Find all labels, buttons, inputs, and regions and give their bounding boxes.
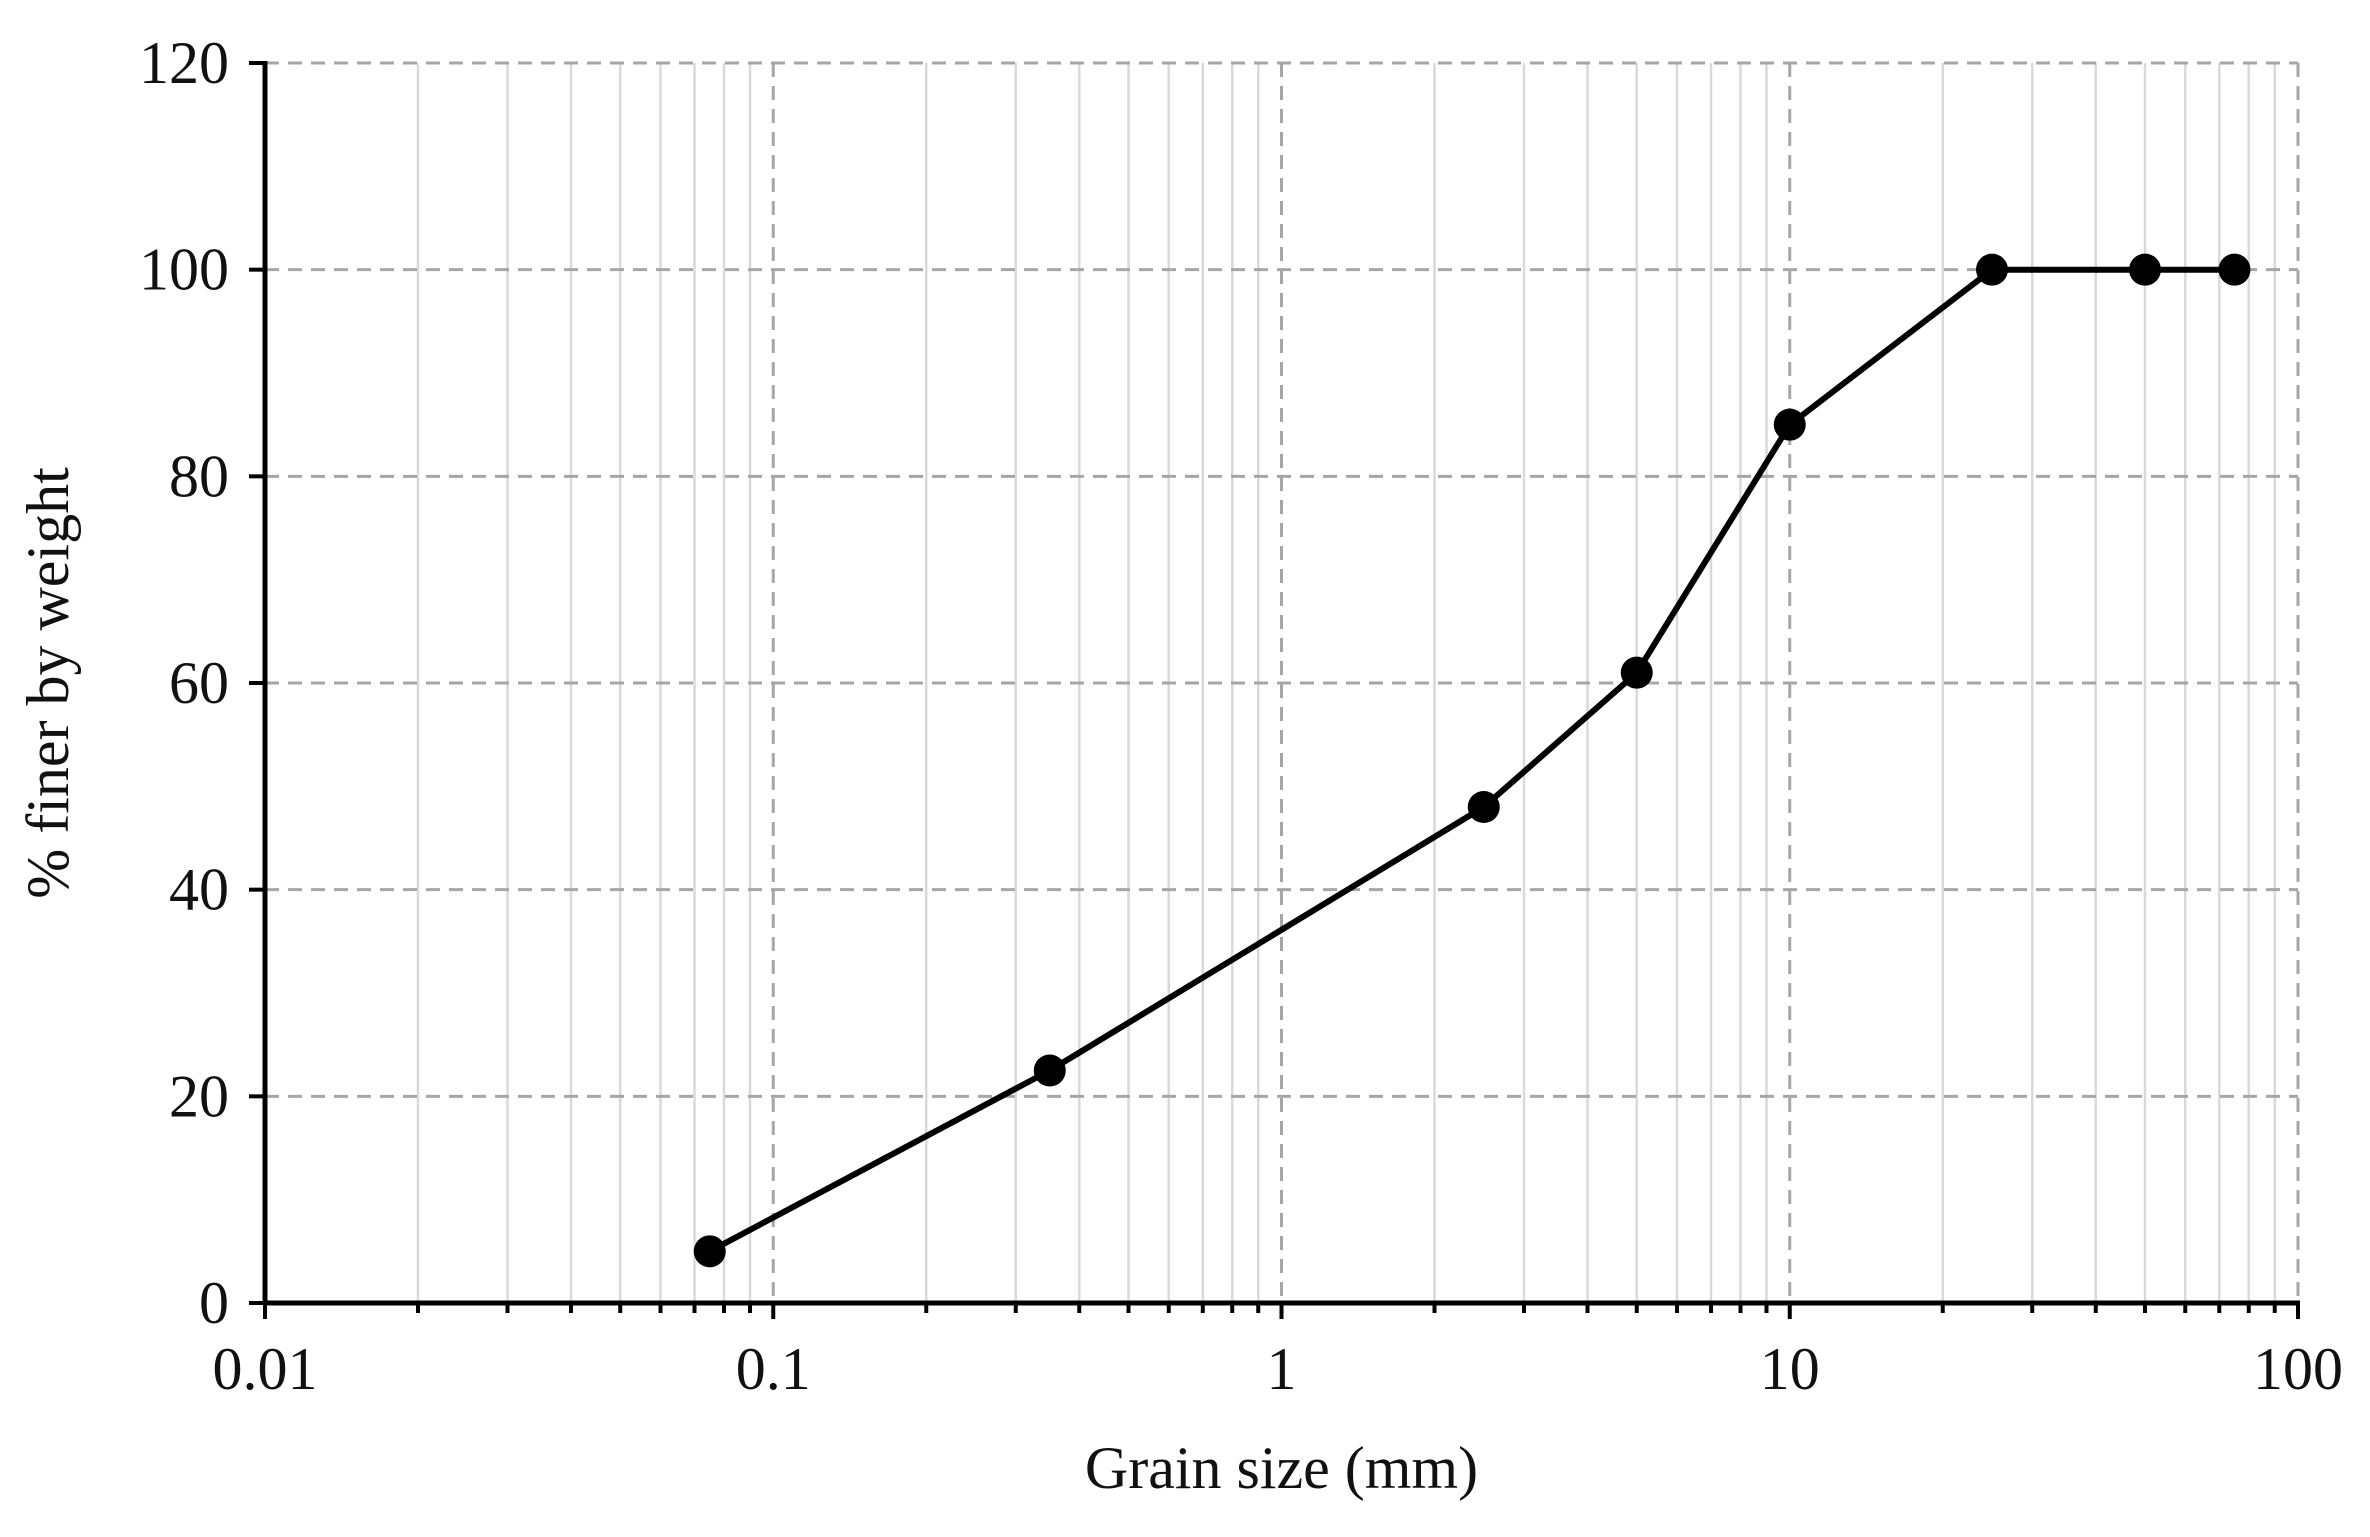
major-gridlines: [265, 61, 2300, 1303]
labels-layer: 0.01 0.1 1 10 100 0 20 40 60 80 100 120: [139, 30, 2343, 1402]
x-tick-label: 1: [1267, 1336, 1297, 1402]
y-tick-label: 80: [169, 443, 229, 509]
data-point: [1773, 408, 1806, 441]
x-tick-label: 10: [1760, 1336, 1820, 1402]
y-tick-label: 120: [139, 30, 229, 96]
x-tick-label: 0.1: [736, 1336, 811, 1402]
data-point: [693, 1235, 726, 1268]
y-axis-title: % finer by weight: [15, 467, 81, 899]
x-tick-label: 100: [2253, 1336, 2343, 1402]
data-point: [1033, 1054, 1066, 1087]
x-tick-label: 0.01: [213, 1336, 318, 1402]
data-point: [1976, 253, 2009, 286]
y-tick-label: 0: [199, 1270, 229, 1336]
series-layer: [693, 253, 2251, 1268]
data-point: [2129, 253, 2162, 286]
data-point: [1467, 791, 1500, 823]
data-point: [1620, 656, 1653, 689]
y-tick-label: 40: [169, 857, 229, 923]
series-line: [706, 266, 2238, 1255]
y-tick-label: 100: [139, 237, 229, 303]
axes: [249, 61, 2300, 1319]
x-axis-title: Grain size (mm): [1085, 1435, 1478, 1501]
y-tick-label: 60: [169, 650, 229, 716]
data-point: [2218, 253, 2251, 286]
y-tick-label: 20: [169, 1063, 229, 1129]
